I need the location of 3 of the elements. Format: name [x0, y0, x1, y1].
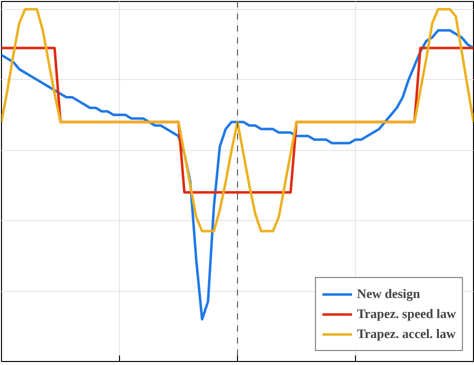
legend-label: Trapez. accel. law — [356, 326, 456, 342]
legend-label: Trapez. speed law — [356, 306, 456, 322]
legend-label: New design — [356, 286, 420, 302]
